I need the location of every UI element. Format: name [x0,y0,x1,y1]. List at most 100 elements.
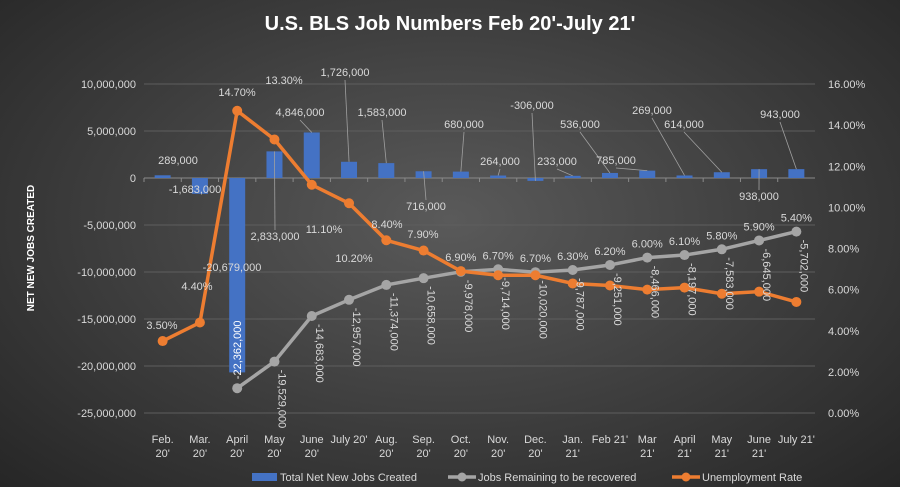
y-tick-label: -20,000,000 [77,361,136,373]
jobs-remaining-data-label: -19,529,000 [275,370,287,429]
chart-title: U.S. BLS Job Numbers Feb 20'-July 21' [265,13,636,35]
unemployment-rate-marker [381,235,392,246]
legend-entry: Jobs Remaining to be recovered [478,472,636,484]
jobs-remaining-marker [344,294,355,305]
y2-tick-label: 16.00% [828,79,866,91]
x-tick-label: Oct. [451,434,471,446]
jobs-remaining-data-label: -8,466,000 [648,266,660,319]
jobs-remaining-line [236,229,797,390]
x-tick-label: 20' [528,448,542,460]
y-tick-label: 0 [130,173,136,185]
unemployment-data-label: 6.90% [445,252,476,264]
leader-line [381,119,387,164]
bar [154,175,171,178]
bar-data-label: 785,000 [596,155,636,167]
x-tick-label: 20' [416,448,430,460]
jobs-remaining-marker [791,226,802,237]
jobs-remaining-marker [306,311,317,322]
unemployment-rate-marker [269,134,280,145]
bar-data-label: 269,000 [632,105,672,117]
x-tick-label: Aug. [375,434,398,446]
bar-data-label: 4,846,000 [276,107,325,119]
jobs-remaining-marker [679,250,690,261]
bar-data-label: 716,000 [406,201,446,213]
leader-line [423,171,427,201]
legend-swatch-bar [252,473,277,481]
bar [788,169,805,178]
x-tick-label: May [711,434,732,446]
bar-data-label: -20,679,000 [203,262,262,274]
unemployment-rate-marker [418,245,429,256]
y-tick-label: 5,000,000 [87,126,136,138]
leader-line [274,151,276,231]
jobs-remaining-data-label: -12,957,000 [350,308,362,367]
y2-tick-label: 4.00% [828,326,859,338]
x-tick-label: Sep. [412,434,435,446]
x-tick-label: 21' [752,448,766,460]
x-tick-label: Jan. [562,434,583,446]
jobs-remaining-data-label: -9,714,000 [499,277,511,330]
bar-data-label: 289,000 [158,155,198,167]
x-tick-label: 20' [454,448,468,460]
jobs-remaining-marker [232,383,243,394]
unemployment-rate-marker [754,286,765,297]
bar-data-label: 614,000 [664,119,704,131]
unemployment-data-label: 3.50% [146,320,177,332]
legend-swatch-marker [681,472,691,482]
y-tick-label: -25,000,000 [77,408,136,420]
y-tick-label: -5,000,000 [83,220,136,232]
bar-data-label: 536,000 [560,119,600,131]
bar-data-label: 1,726,000 [321,67,370,79]
x-tick-label: Feb 21' [592,434,628,446]
bar-data-label: -1,683,000 [169,184,222,196]
x-tick-label: 20' [230,448,244,460]
unemployment-data-label: 6.70% [520,253,551,265]
jobs-remaining-data-label: -11,374,000 [387,293,399,351]
jobs-remaining-marker [642,252,653,263]
unemployment-rate-marker [194,317,205,328]
jobs-remaining-data-label: -9,251,000 [611,273,623,326]
leader-line [531,112,536,181]
y2-tick-label: 8.00% [828,244,859,256]
jobs-remaining-data-label: -9,787,000 [574,278,586,331]
bar [229,178,246,373]
x-tick-label: Feb. [152,434,174,446]
y2-tick-label: 0.00% [828,408,859,420]
leader-line [779,121,797,170]
y2-tick-label: 6.00% [828,285,859,297]
unemployment-data-label: 6.00% [632,239,663,251]
jobs-remaining-marker [418,273,429,284]
bar [303,132,320,178]
x-tick-label: May [264,434,285,446]
y2-tick-label: 2.00% [828,367,859,379]
x-tick-label: June [300,434,324,446]
bar [490,175,507,178]
leader-line [651,117,685,176]
x-tick-label: 20' [305,448,319,460]
y2-tick-label: 14.00% [828,120,866,132]
legend-entry: Unemployment Rate [702,472,802,484]
unemployment-rate-marker [679,282,690,293]
bar [713,172,730,178]
jobs-remaining-data-label: -5,702,000 [797,240,809,293]
jobs-remaining-marker [381,279,392,290]
unemployment-rate-marker [604,280,615,291]
jobs-remaining-marker [754,235,765,246]
unemployment-rate-marker [306,179,317,190]
bar-data-label: 233,000 [537,156,577,168]
y-axis-title: NET NEW JOBS CREATED [26,185,37,312]
unemployment-rate-marker [232,105,243,116]
bar [676,175,693,178]
jobs-remaining-marker [716,244,727,255]
bar [341,161,358,178]
leader-line [556,168,573,177]
unemployment-data-label: 10.20% [335,253,373,265]
leader-line [299,119,313,133]
unemployment-data-label: 6.30% [557,251,588,263]
jobs-remaining-data-label: -10,020,000 [536,280,548,339]
unemployment-data-label: 4.40% [181,281,212,293]
unemployment-rate-marker [530,270,541,281]
leader-line [615,167,648,172]
x-tick-label: Nov. [487,434,509,446]
bar-data-label: 2,833,000 [251,231,300,243]
